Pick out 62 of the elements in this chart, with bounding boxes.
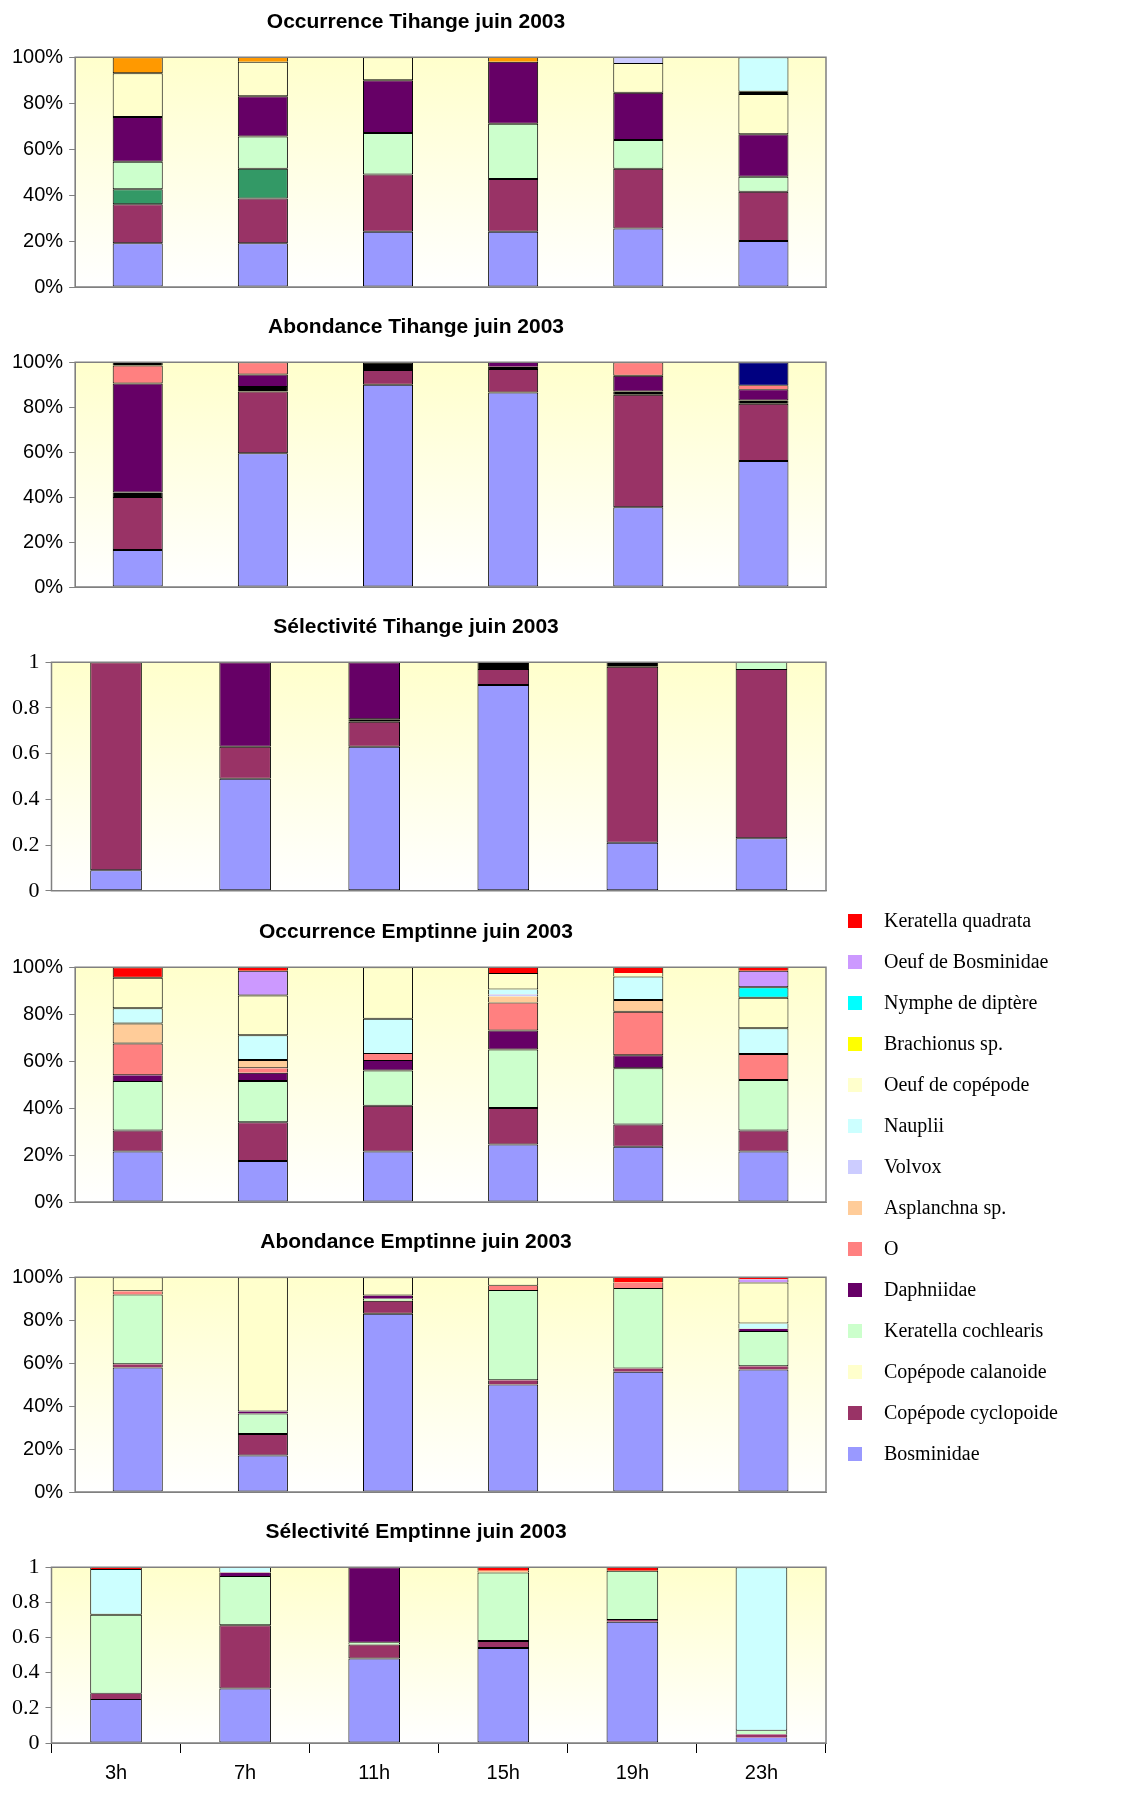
y-tick-label: 0 — [28, 876, 40, 902]
y-tick-label: 80% — [23, 1307, 64, 1330]
chart-title: Occurrence Emptinne juin 2003 — [259, 919, 573, 943]
y-tick-label: 100% — [12, 954, 64, 977]
y-tick-label: 40% — [23, 1095, 64, 1118]
y-tick-label: 80% — [23, 394, 64, 417]
y-tick-label: 40% — [23, 484, 64, 507]
y-tick-label: 40% — [23, 1393, 64, 1416]
y-tick-label: 0.4 — [12, 1658, 40, 1684]
y-tick-label: 0 — [28, 1728, 40, 1754]
legend-label: Copépode cyclopoide — [884, 1401, 1058, 1424]
y-tick-label: 80% — [23, 90, 64, 113]
chart-title: Abondance Emptinne juin 2003 — [260, 1229, 572, 1253]
y-tick-label: 0.2 — [12, 1693, 40, 1719]
y-tick-label: 40% — [23, 182, 64, 205]
chart-title: Sélectivité Tihange juin 2003 — [273, 614, 559, 638]
y-tick-label: 0.8 — [12, 1588, 40, 1614]
y-tick-label: 20% — [23, 1142, 64, 1165]
legend-label: Nymphe de diptère — [884, 991, 1038, 1014]
y-tick-label: 60% — [23, 1048, 64, 1071]
y-tick-label: 0.4 — [12, 785, 40, 811]
y-tick-label: 20% — [23, 228, 64, 251]
x-tick-label: 3h — [104, 1760, 128, 1783]
y-tick-label: 0.6 — [12, 739, 40, 765]
y-tick-label: 1 — [28, 1552, 40, 1578]
chart-title: Occurrence Tihange juin 2003 — [266, 9, 566, 33]
y-tick-label: 0.2 — [12, 830, 40, 856]
legend-label: Oeuf de Bosminidae — [884, 950, 1049, 973]
y-tick-label: 0% — [34, 574, 64, 597]
y-tick-label: 1 — [28, 647, 40, 673]
legend-label: Brachionus sp. — [884, 1032, 1003, 1055]
y-tick-label: 100% — [12, 44, 64, 67]
y-tick-label: 20% — [23, 1436, 64, 1459]
legend-label: Oeuf de copépode — [884, 1073, 1030, 1096]
y-tick-label: 0.8 — [12, 693, 40, 719]
legend-label: Nauplii — [884, 1114, 944, 1137]
legend-label: Daphniidae — [884, 1278, 977, 1301]
legend-label: Copépode calanoide — [884, 1360, 1047, 1383]
legend-label: Bosminidae — [884, 1442, 980, 1465]
y-tick-label: 60% — [23, 136, 64, 159]
legend-label: Keratella cochlearis — [884, 1319, 1044, 1342]
y-tick-label: 80% — [23, 1001, 64, 1024]
y-tick-label: 20% — [23, 529, 64, 552]
x-tick-label: 11h — [358, 1760, 391, 1783]
y-tick-label: 0.6 — [12, 1623, 40, 1649]
y-tick-label: 100% — [12, 1264, 64, 1287]
chart-title: Sélectivité Emptinne juin 2003 — [265, 1519, 567, 1543]
y-tick-label: 0% — [34, 1479, 64, 1502]
legend-label: Asplanchna sp. — [884, 1196, 1007, 1219]
x-tick-label: 7h — [234, 1760, 257, 1783]
x-tick-label: 19h — [615, 1760, 650, 1783]
y-tick-label: 0% — [34, 1189, 64, 1212]
y-tick-label: 60% — [23, 1350, 64, 1373]
legend-label: Keratella quadrata — [884, 909, 1032, 932]
legend-label: Volvox — [884, 1155, 942, 1178]
x-tick-label: 23h — [744, 1760, 779, 1783]
chart-title: Abondance Tihange juin 2003 — [267, 314, 565, 338]
legend-label: O — [884, 1237, 899, 1260]
y-tick-label: 0% — [34, 274, 64, 297]
x-tick-label: 15h — [486, 1760, 520, 1783]
y-tick-label: 100% — [12, 349, 64, 372]
y-tick-label: 60% — [23, 439, 64, 462]
